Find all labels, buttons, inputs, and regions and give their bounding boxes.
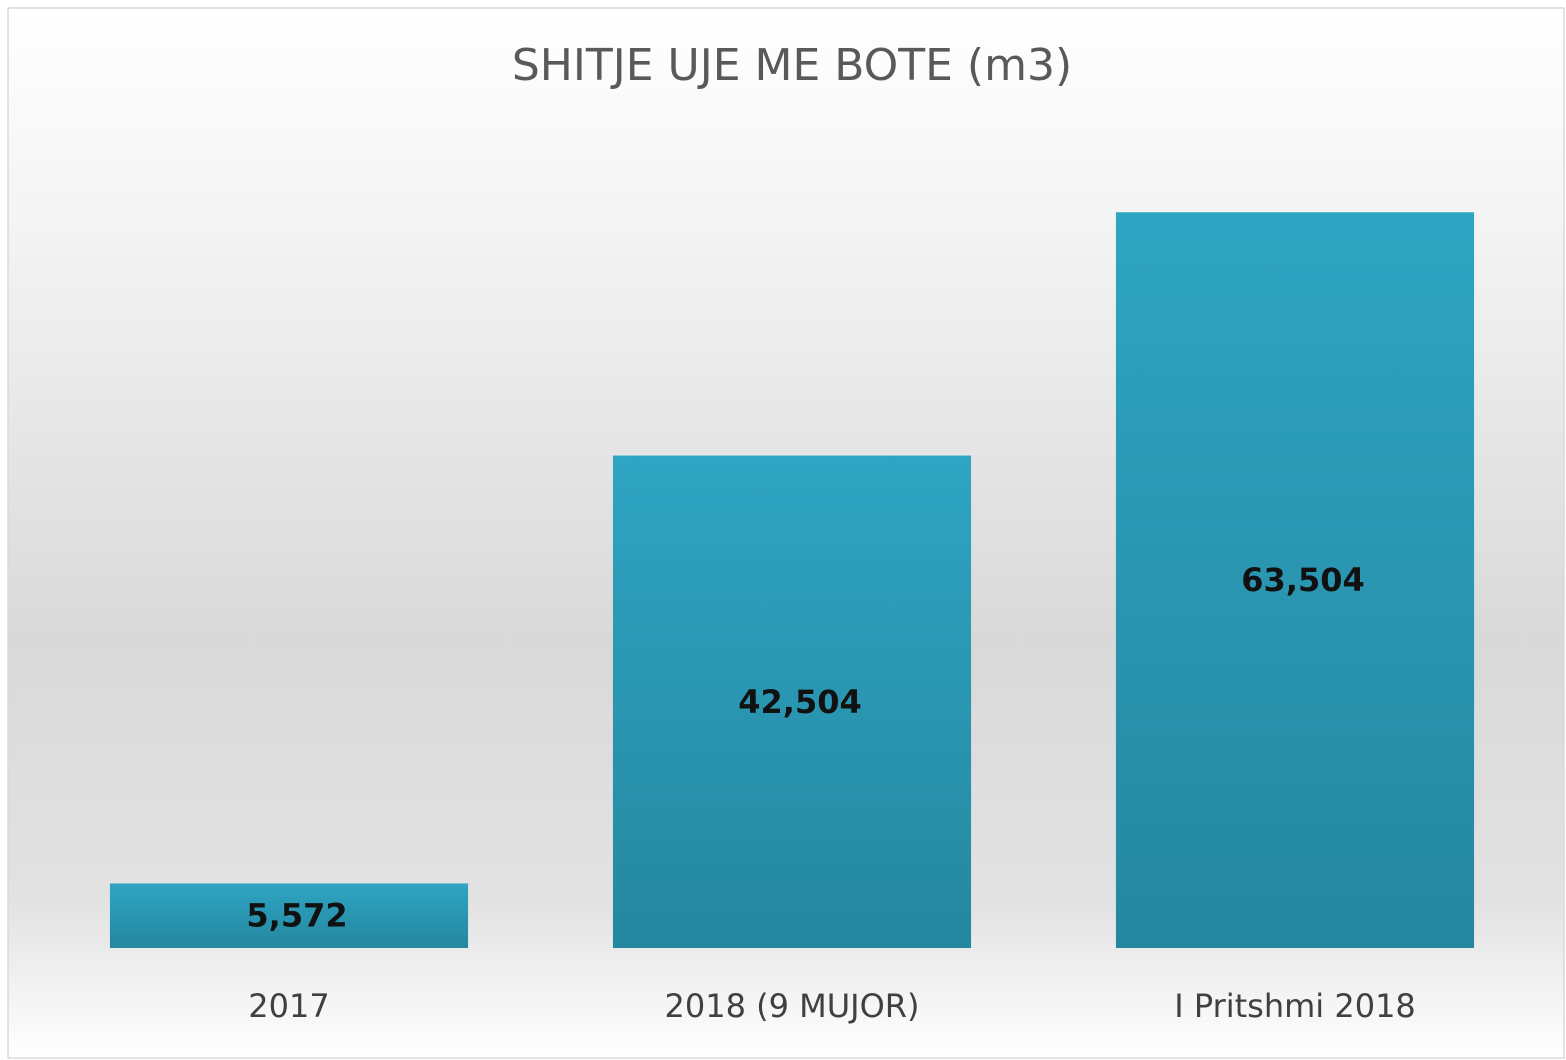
x-tick-label: 2017 bbox=[248, 987, 329, 1025]
x-tick-label: I Pritshmi 2018 bbox=[1174, 987, 1416, 1025]
data-label: 42,504 bbox=[738, 683, 861, 721]
bar bbox=[109, 883, 469, 948]
bar bbox=[1115, 212, 1475, 948]
chart-title: SHITJE UJE ME BOTE (m3) bbox=[512, 40, 1072, 91]
bar bbox=[612, 455, 972, 948]
data-label: 5,572 bbox=[246, 897, 347, 935]
data-label: 63,504 bbox=[1241, 561, 1364, 599]
x-tick-label: 2018 (9 MUJOR) bbox=[665, 987, 920, 1025]
